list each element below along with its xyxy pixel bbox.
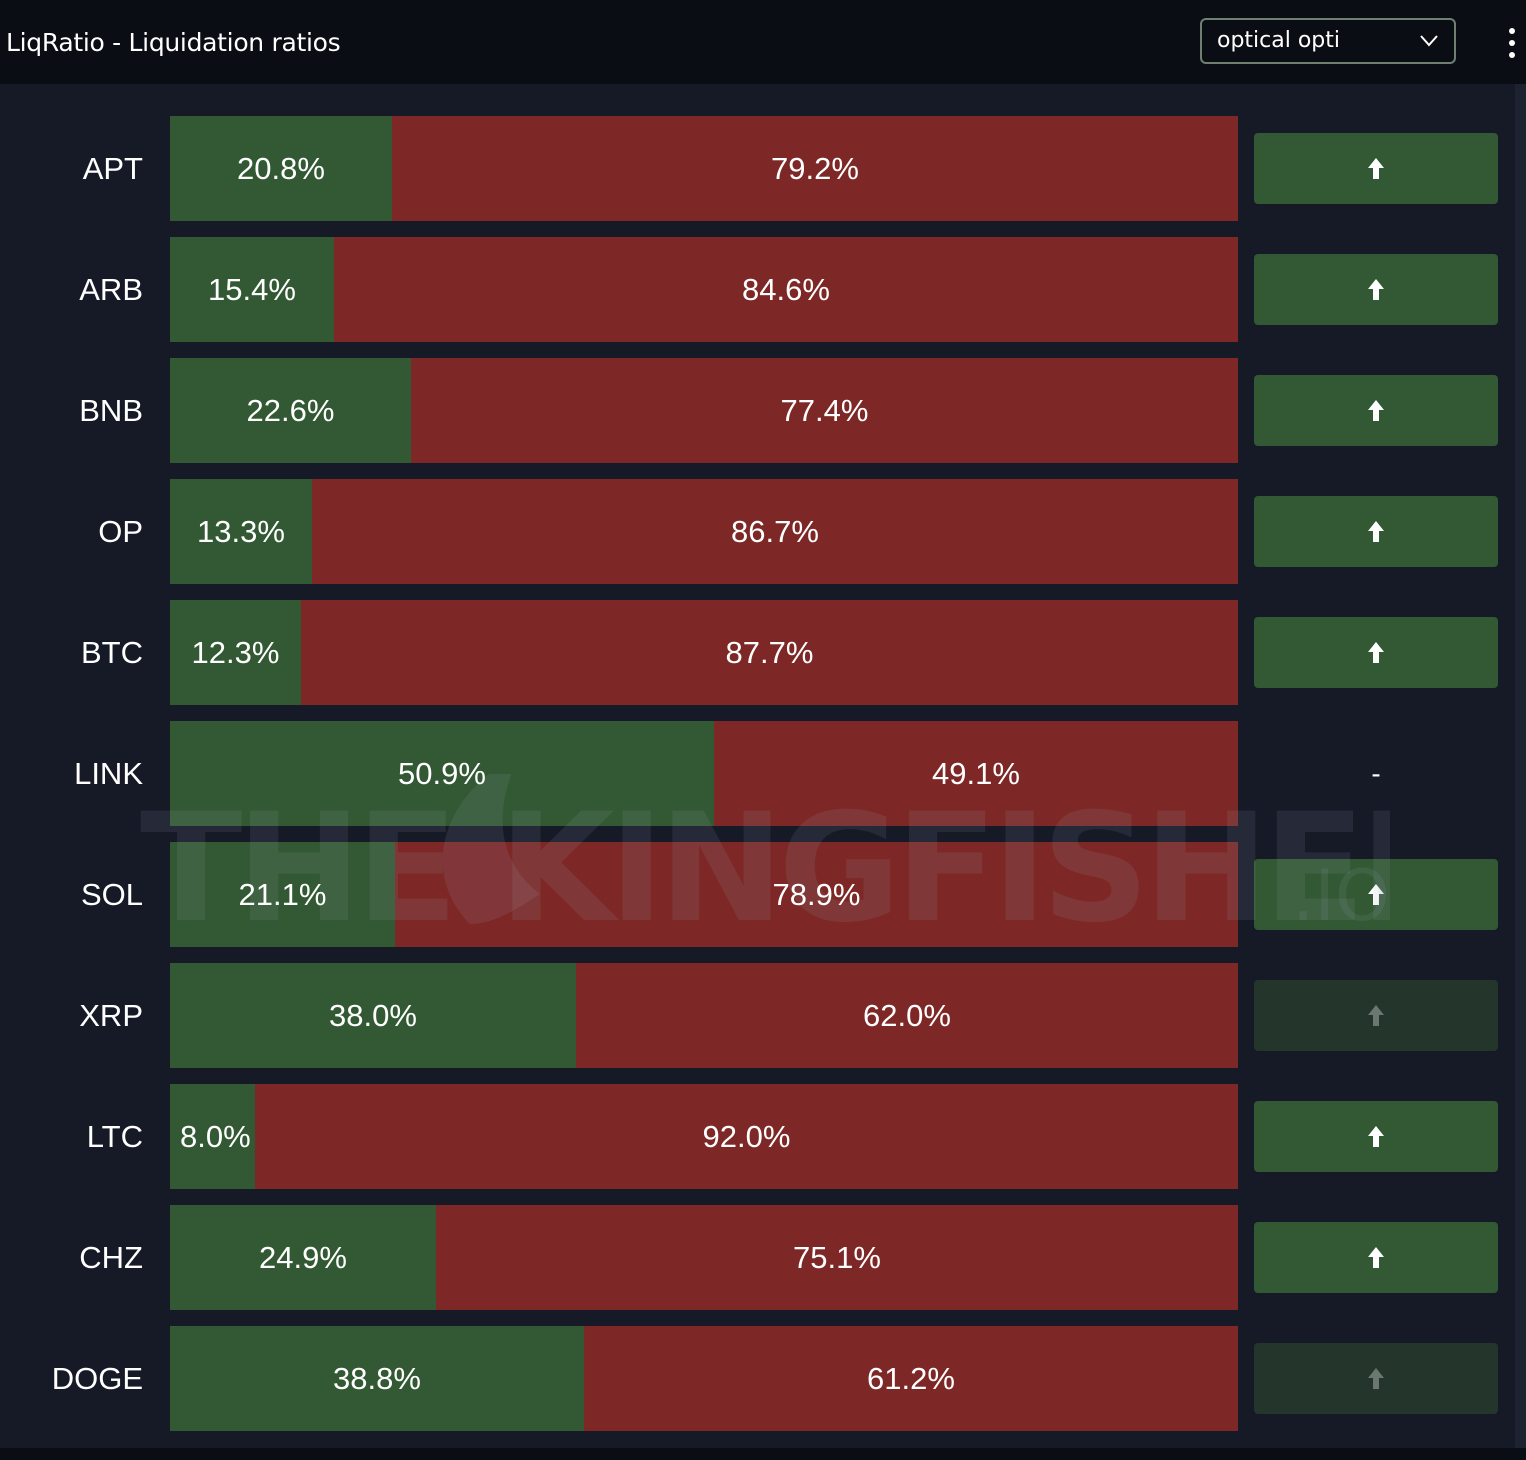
short-value-label: 77.4% xyxy=(780,392,869,428)
long-segment: 24.9% xyxy=(170,1205,436,1310)
short-segment: 86.7% xyxy=(312,479,1238,584)
category-label: BNB xyxy=(79,392,143,428)
category-label: LTC xyxy=(86,1118,143,1154)
short-value-label: 92.0% xyxy=(702,1118,791,1154)
category-label: CHZ xyxy=(79,1239,143,1275)
ratio-bar: 38.0% 62.0% xyxy=(170,963,1238,1068)
category-label: BTC xyxy=(81,634,143,670)
short-value-label: 61.2% xyxy=(867,1360,955,1396)
short-segment: 79.2% xyxy=(392,116,1238,221)
short-value-label: 86.7% xyxy=(731,513,819,549)
long-value-label: 8.0% xyxy=(180,1118,251,1154)
short-value-label: 79.2% xyxy=(771,150,859,186)
long-segment: 21.1% xyxy=(170,842,395,947)
short-value-label: 75.1% xyxy=(793,1239,881,1275)
short-segment: 84.6% xyxy=(334,237,1238,342)
arrow-up-icon xyxy=(1368,1368,1384,1389)
long-value-label: 12.3% xyxy=(191,634,280,670)
long-segment: 22.6% xyxy=(170,358,411,463)
signal-button[interactable] xyxy=(1254,980,1498,1051)
short-value-label: 84.6% xyxy=(742,271,830,307)
arrow-up-icon xyxy=(1368,1126,1384,1147)
top-bar: LiqRatio - Liquidation ratios optical op… xyxy=(0,0,1526,84)
ratio-bar: 15.4% 84.6% xyxy=(170,237,1238,342)
signal-none: - xyxy=(1371,757,1381,789)
long-segment: 50.9% xyxy=(170,721,714,826)
long-value-label: 24.9% xyxy=(259,1239,347,1275)
arrow-up-icon xyxy=(1368,521,1384,542)
arrow-up-icon xyxy=(1368,1247,1384,1268)
signal-button[interactable] xyxy=(1254,254,1498,325)
category-label: SOL xyxy=(80,876,143,912)
short-segment: 62.0% xyxy=(576,963,1238,1068)
arrow-up-icon xyxy=(1368,158,1384,179)
long-value-label: 50.9% xyxy=(398,755,486,791)
signal-button[interactable] xyxy=(1254,496,1498,567)
long-value-label: 38.8% xyxy=(333,1360,421,1396)
arrow-up-icon xyxy=(1368,1005,1384,1026)
ratio-bar: 22.6% 77.4% xyxy=(170,358,1238,463)
ratio-bar: 20.8% 79.2% xyxy=(170,116,1238,221)
ratio-bar: 12.3% 87.7% xyxy=(170,600,1238,705)
long-value-label: 21.1% xyxy=(238,876,327,912)
arrow-up-icon xyxy=(1368,279,1384,300)
long-segment: 38.8% xyxy=(170,1326,584,1431)
category-label: LINK xyxy=(74,755,143,791)
long-value-label: 20.8% xyxy=(237,150,325,186)
long-segment: 20.8% xyxy=(170,116,392,221)
long-segment: 8.0% xyxy=(170,1084,255,1189)
category-label: OP xyxy=(98,513,143,549)
chart-panel: APT 20.8% 79.2% ARB 15.4% 84.6% BNB 22.6% 77.4% O… xyxy=(0,84,1515,1448)
ratio-bar: 38.8% 61.2% xyxy=(170,1326,1238,1431)
arrow-up-icon xyxy=(1368,642,1384,663)
arrow-up-icon xyxy=(1368,400,1384,421)
long-segment: 12.3% xyxy=(170,600,301,705)
short-segment: 87.7% xyxy=(301,600,1238,705)
signal-button[interactable] xyxy=(1254,1343,1498,1414)
short-segment: 49.1% xyxy=(714,721,1238,826)
view-dropdown[interactable]: optical opti xyxy=(1200,18,1456,64)
short-segment: 78.9% xyxy=(395,842,1238,947)
dropdown-value: optical opti xyxy=(1217,28,1341,53)
signal-button[interactable] xyxy=(1254,617,1498,688)
short-value-label: 87.7% xyxy=(725,634,814,670)
page-title: LiqRatio - Liquidation ratios xyxy=(6,28,341,57)
scrollbar[interactable] xyxy=(1515,84,1526,1448)
arrow-up-icon xyxy=(1368,884,1384,905)
long-value-label: 13.3% xyxy=(197,513,285,549)
short-segment: 75.1% xyxy=(436,1205,1238,1310)
ratio-bar: 50.9% 49.1% xyxy=(170,721,1238,826)
long-value-label: 22.6% xyxy=(246,392,335,428)
chevron-down-icon xyxy=(1420,35,1438,47)
category-label: ARB xyxy=(79,271,143,307)
long-value-label: 38.0% xyxy=(329,997,417,1033)
ratio-bar: 13.3% 86.7% xyxy=(170,479,1238,584)
ratio-bar: 21.1% 78.9% xyxy=(170,842,1238,947)
long-segment: 15.4% xyxy=(170,237,334,342)
short-segment: 92.0% xyxy=(255,1084,1238,1189)
ratio-bar: 8.0% 92.0% xyxy=(170,1084,1238,1189)
signal-button[interactable] xyxy=(1254,859,1498,930)
signal-button[interactable] xyxy=(1254,1222,1498,1293)
long-segment: 38.0% xyxy=(170,963,576,1068)
short-value-label: 78.9% xyxy=(772,876,861,912)
short-value-label: 49.1% xyxy=(932,755,1020,791)
more-options-icon[interactable] xyxy=(1498,24,1526,62)
signal-button[interactable] xyxy=(1254,1101,1498,1172)
category-label: XRP xyxy=(79,997,143,1033)
long-segment: 13.3% xyxy=(170,479,312,584)
short-value-label: 62.0% xyxy=(863,997,951,1033)
long-value-label: 15.4% xyxy=(208,271,296,307)
short-segment: 77.4% xyxy=(411,358,1238,463)
short-segment: 61.2% xyxy=(584,1326,1238,1431)
ratio-bar: 24.9% 75.1% xyxy=(170,1205,1238,1310)
signal-button[interactable] xyxy=(1254,375,1498,446)
category-label: DOGE xyxy=(51,1360,143,1396)
category-label: APT xyxy=(82,150,143,186)
signal-button[interactable] xyxy=(1254,133,1498,204)
